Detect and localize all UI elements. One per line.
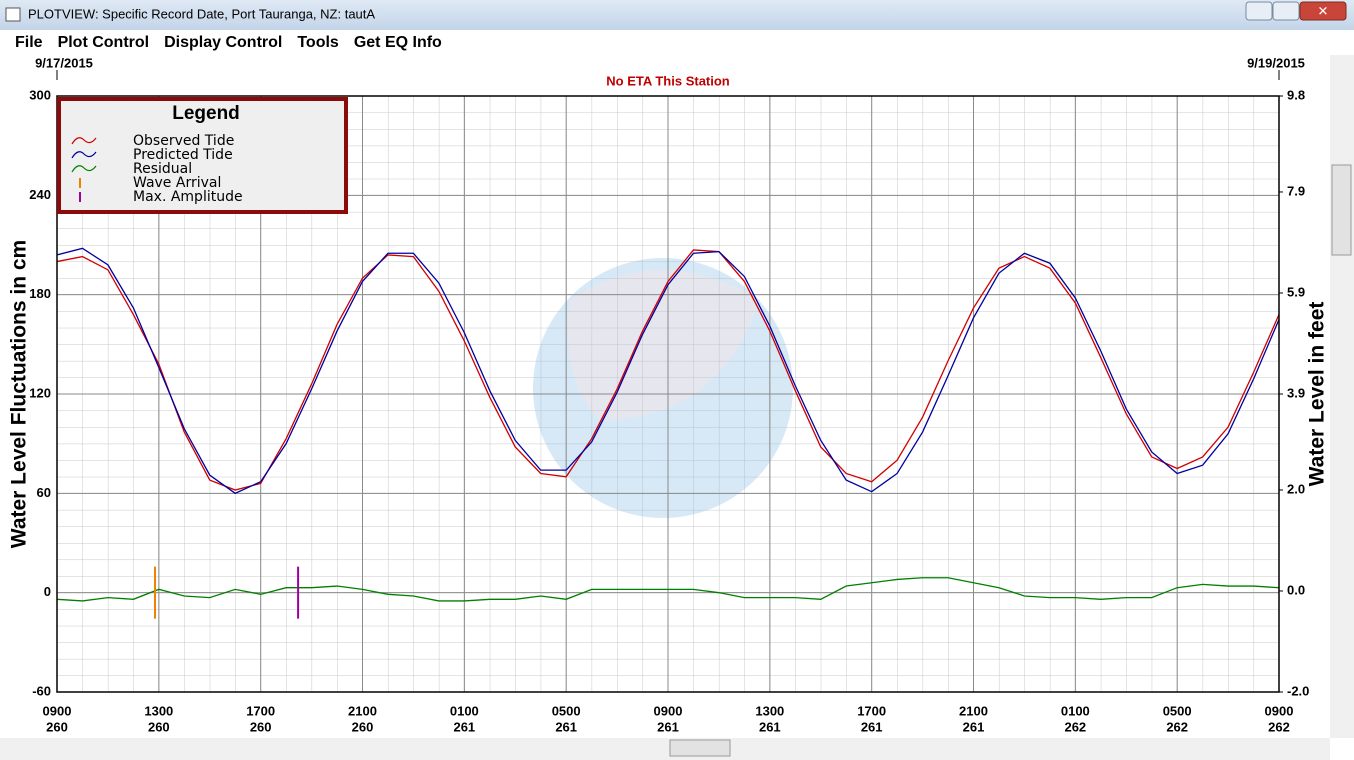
x-tick-label: 0500	[552, 703, 581, 718]
legend-label: Wave Arrival	[133, 175, 221, 191]
y2-tick-label: 5.9	[1287, 284, 1305, 299]
maximize-button[interactable]	[1272, 1, 1300, 21]
x-tick-day: 261	[657, 719, 679, 734]
horizontal-scroll-thumb[interactable]	[669, 739, 731, 757]
x-tick-label: 0900	[654, 703, 683, 718]
close-icon: ✕	[1318, 3, 1329, 18]
minimize-button[interactable]	[1245, 1, 1273, 21]
y2-tick-label: 9.8	[1287, 87, 1305, 102]
y-tick-label: 240	[29, 187, 51, 202]
start-date: 9/17/2015	[35, 55, 93, 70]
x-tick-label: 0100	[1061, 703, 1090, 718]
legend-swatch	[71, 165, 97, 173]
app-icon	[5, 7, 21, 22]
y-tick-label: 300	[29, 87, 51, 102]
x-tick-day: 260	[352, 719, 374, 734]
y-tick-label: 0	[44, 584, 51, 599]
x-tick-day: 262	[1268, 719, 1290, 734]
y-tick-label: -60	[32, 683, 51, 698]
legend-box	[57, 97, 348, 214]
series-line	[56, 577, 1280, 602]
y-axis-title: Water Level Fluctuations in cm	[8, 240, 31, 548]
y2-tick-label: 3.9	[1287, 385, 1305, 400]
title-bar	[0, 0, 1354, 30]
end-date: 9/19/2015	[1247, 55, 1305, 70]
x-tick-day: 261	[963, 719, 985, 734]
y2-tick-label: -2.0	[1287, 683, 1309, 698]
x-tick-label: 1700	[246, 703, 275, 718]
vertical-scrollbar[interactable]	[1330, 55, 1354, 738]
x-tick-day: 262	[1166, 719, 1188, 734]
y2-axis-title: Water Level in feet	[1306, 302, 1329, 487]
legend-label: Predicted Tide	[133, 147, 233, 163]
x-tick-label: 0500	[1163, 703, 1192, 718]
menu-item[interactable]: File	[15, 34, 43, 51]
y2-tick-label: 0.0	[1287, 582, 1305, 597]
menu-item[interactable]: Tools	[297, 34, 339, 51]
close-button[interactable]	[1299, 1, 1347, 21]
window-title: PLOTVIEW: Specific Record Date, Port Tau…	[28, 6, 375, 21]
legend-label: Max. Amplitude	[133, 189, 243, 205]
y2-tick-label: 2.0	[1287, 481, 1305, 496]
x-tick-day: 261	[453, 719, 475, 734]
y2-tick-label: 7.9	[1287, 183, 1305, 198]
x-tick-label: 0900	[43, 703, 72, 718]
window-buttons[interactable]: ✕	[1245, 1, 1347, 21]
menu-item[interactable]: Get EQ Info	[354, 34, 442, 51]
y-tick-label: 120	[29, 385, 51, 400]
watermark	[533, 258, 793, 518]
x-tick-label: 1300	[755, 703, 784, 718]
legend-label: Observed Tide	[133, 133, 234, 149]
x-tick-day: 261	[759, 719, 781, 734]
x-tick-label: 0900	[1265, 703, 1294, 718]
x-tick-label: 2100	[348, 703, 377, 718]
legend-title: Legend	[172, 103, 240, 124]
series-line	[56, 249, 1280, 491]
y-tick-label: 180	[29, 286, 51, 301]
x-tick-day: 262	[1064, 719, 1086, 734]
x-tick-day: 260	[250, 719, 272, 734]
x-tick-label: 1700	[857, 703, 886, 718]
legend-swatch	[71, 151, 97, 159]
x-tick-day: 261	[555, 719, 577, 734]
series-line	[56, 247, 1280, 495]
menu-bar	[0, 30, 1354, 55]
y-tick-label: 60	[37, 485, 51, 500]
x-tick-label: 0100	[450, 703, 479, 718]
x-tick-day: 260	[46, 719, 68, 734]
x-tick-label: 2100	[959, 703, 988, 718]
legend-swatch	[71, 137, 97, 145]
x-tick-day: 260	[148, 719, 170, 734]
menu-items: File Plot Control Display Control Tools Get …	[15, 34, 442, 51]
vertical-scroll-thumb[interactable]	[1331, 164, 1352, 256]
menu-item[interactable]: Display Control	[164, 34, 282, 51]
x-tick-day: 261	[861, 719, 883, 734]
menu-item[interactable]: Plot Control	[58, 34, 150, 51]
plot-lines	[56, 247, 1280, 619]
x-tick-label: 1300	[144, 703, 173, 718]
subtitle: No ETA This Station	[606, 73, 730, 88]
horizontal-scrollbar[interactable]	[0, 738, 1330, 760]
legend-label: Residual	[133, 161, 192, 177]
